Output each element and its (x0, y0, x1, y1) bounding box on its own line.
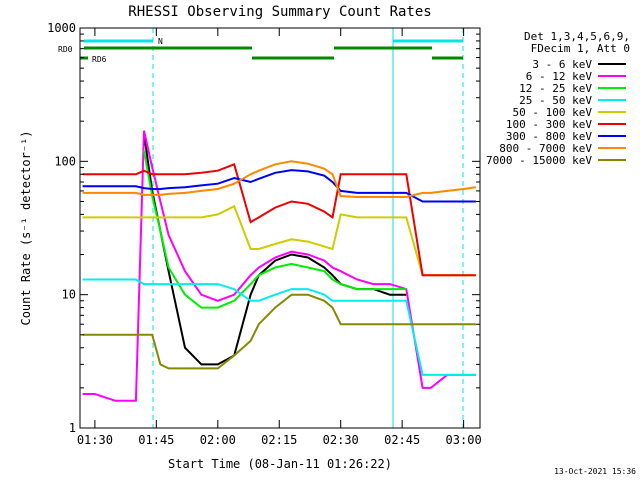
x-tick-label: 02:00 (200, 433, 236, 447)
plot-frame (79, 27, 481, 429)
footer-timestamp: 13-Oct-2021 15:36 (554, 467, 636, 476)
legend-header-line-1: Det 1,3,4,5,6,9, (524, 30, 630, 43)
legend-entry-label: 6 - 12 keV (526, 70, 593, 83)
legend-entry-label: 100 - 300 keV (506, 118, 592, 131)
series-line-8 (82, 160, 477, 198)
y-tick-label: 1000 (47, 21, 76, 35)
x-tick-label: 03:00 (446, 433, 482, 447)
series-line-5 (82, 204, 476, 277)
legend-entry-label: 25 - 50 keV (519, 94, 592, 107)
y-tick-label: 1 (69, 421, 76, 435)
x-axis-label: Start Time (08-Jan-11 01:26:22) (168, 457, 392, 471)
axes: 01:30 01:45 02:00 02:15 02:30 02:45 03:00 1 10 10… (47, 21, 482, 447)
x-tick-label: 01:30 (77, 433, 113, 447)
chart-title: RHESSI Observing Summary Count Rates (128, 4, 431, 20)
legend-entry-label: 7000 - 15000 keV (486, 154, 592, 167)
rd6-flag-label: RD6 (92, 55, 107, 64)
y-axis-label: Count Rate (s⁻¹ detector⁻¹) (19, 130, 33, 325)
series-line-4 (82, 278, 476, 376)
series-line-1 (143, 133, 407, 366)
legend-header-line-2: FDecim 1, Att 0 (531, 42, 630, 55)
legend-entry-label: 3 - 6 keV (532, 58, 592, 71)
legend-entry-label: 300 - 800 keV (506, 130, 592, 143)
series-line-3 (143, 150, 407, 309)
series-line-9 (82, 293, 476, 370)
rd0-flag-label: RD0 (58, 45, 73, 54)
status-flags: RD0 RD6 N (58, 28, 464, 428)
legend-entry-label: 12 - 25 keV (519, 82, 592, 95)
x-tick-label: 01:45 (138, 433, 174, 447)
night-flag-label: N (158, 37, 163, 46)
x-tick-label: 02:15 (261, 433, 297, 447)
y-tick-label: 10 (62, 288, 76, 302)
legend-entry-label: 800 - 7000 keV (499, 142, 592, 155)
legend-entry-label: 50 - 100 keV (513, 106, 593, 119)
x-tick-label: 02:45 (384, 433, 420, 447)
series-lines (82, 130, 477, 402)
x-tick-label: 02:30 (323, 433, 359, 447)
series-line-6 (82, 162, 476, 277)
y-tick-label: 100 (54, 154, 76, 168)
